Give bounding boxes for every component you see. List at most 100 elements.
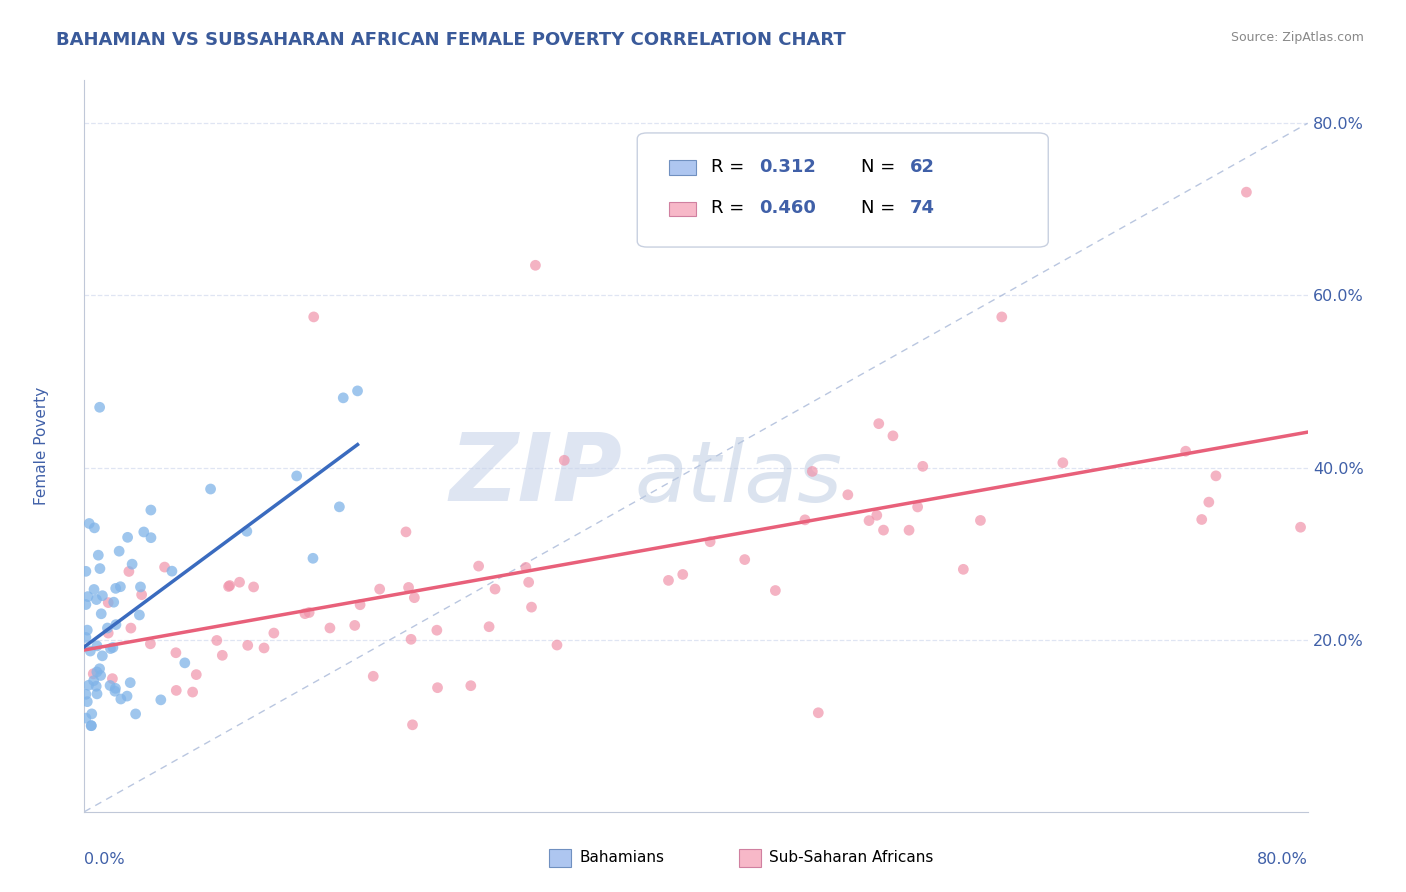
Point <box>399 632 422 647</box>
Point <box>807 706 830 720</box>
Point <box>1174 444 1197 458</box>
Point <box>1191 512 1213 526</box>
Point <box>263 626 285 640</box>
Point <box>426 681 449 695</box>
Point <box>236 524 259 539</box>
Bar <box>550 849 571 867</box>
Text: 74: 74 <box>910 199 935 218</box>
Point <box>361 669 384 683</box>
Point <box>991 310 1014 324</box>
Point <box>86 592 108 607</box>
Point <box>546 638 568 652</box>
Point <box>395 524 418 539</box>
Point <box>76 623 98 637</box>
Point <box>218 579 240 593</box>
Text: 0.460: 0.460 <box>759 199 817 218</box>
Point <box>87 548 110 562</box>
Point <box>86 639 108 653</box>
Point <box>236 638 259 652</box>
Point <box>801 464 824 478</box>
FancyBboxPatch shape <box>637 133 1049 247</box>
Bar <box>669 202 696 217</box>
Point <box>298 606 321 620</box>
Point <box>117 530 139 544</box>
Point <box>89 401 111 415</box>
Point <box>98 678 121 692</box>
Point <box>882 429 904 443</box>
Point <box>349 598 371 612</box>
Point <box>104 617 127 632</box>
Text: BAHAMIAN VS SUBSAHARAN AFRICAN FEMALE POVERTY CORRELATION CHART: BAHAMIAN VS SUBSAHARAN AFRICAN FEMALE PO… <box>56 31 846 49</box>
Point <box>128 607 150 622</box>
Bar <box>738 849 761 867</box>
Point <box>86 687 108 701</box>
Point <box>524 258 547 272</box>
Text: 62: 62 <box>910 158 935 176</box>
Point <box>121 557 143 571</box>
Point <box>205 633 228 648</box>
Point <box>76 695 98 709</box>
Point <box>657 574 679 588</box>
Point <box>103 595 125 609</box>
Point <box>82 666 104 681</box>
Point <box>84 679 107 693</box>
Point <box>104 582 127 596</box>
Text: N =: N = <box>860 158 901 176</box>
Point <box>1052 456 1074 470</box>
Point <box>131 588 153 602</box>
Point <box>319 621 342 635</box>
Point <box>83 673 105 688</box>
Text: Female Poverty: Female Poverty <box>34 387 49 505</box>
Point <box>520 600 543 615</box>
Point <box>101 672 124 686</box>
Point <box>101 640 124 655</box>
Point <box>186 667 208 681</box>
Point <box>104 681 127 696</box>
Point <box>1236 185 1258 199</box>
Point <box>228 575 250 590</box>
Point <box>160 564 183 578</box>
Point <box>80 719 103 733</box>
Point <box>79 644 101 658</box>
Point <box>80 719 103 733</box>
Point <box>868 417 890 431</box>
Point <box>75 564 97 578</box>
Text: atlas: atlas <box>636 437 842 520</box>
Point <box>77 678 100 692</box>
Point <box>898 523 921 537</box>
Point <box>100 641 122 656</box>
Point <box>218 578 240 592</box>
Point <box>426 624 449 638</box>
Point <box>120 675 142 690</box>
Point <box>460 679 482 693</box>
Point <box>368 582 391 596</box>
Point <box>478 620 501 634</box>
Point <box>332 391 354 405</box>
Point <box>120 621 142 635</box>
Point <box>211 648 233 663</box>
Point <box>285 469 308 483</box>
Text: N =: N = <box>860 199 901 218</box>
Point <box>91 648 114 663</box>
Point <box>467 559 489 574</box>
Point <box>86 665 108 679</box>
Point <box>118 565 141 579</box>
Point <box>242 580 264 594</box>
Point <box>115 689 138 703</box>
Point <box>484 582 506 596</box>
Point <box>302 310 325 324</box>
Point <box>1198 495 1220 509</box>
Point <box>139 503 162 517</box>
Point <box>763 583 786 598</box>
Point <box>398 581 420 595</box>
Point <box>858 514 880 528</box>
Point <box>173 656 195 670</box>
Point <box>108 544 131 558</box>
Point <box>1289 520 1312 534</box>
Point <box>794 513 817 527</box>
Point <box>97 626 120 640</box>
Point <box>90 607 112 621</box>
Point <box>75 687 97 701</box>
Point <box>1205 468 1227 483</box>
Point <box>77 516 100 531</box>
